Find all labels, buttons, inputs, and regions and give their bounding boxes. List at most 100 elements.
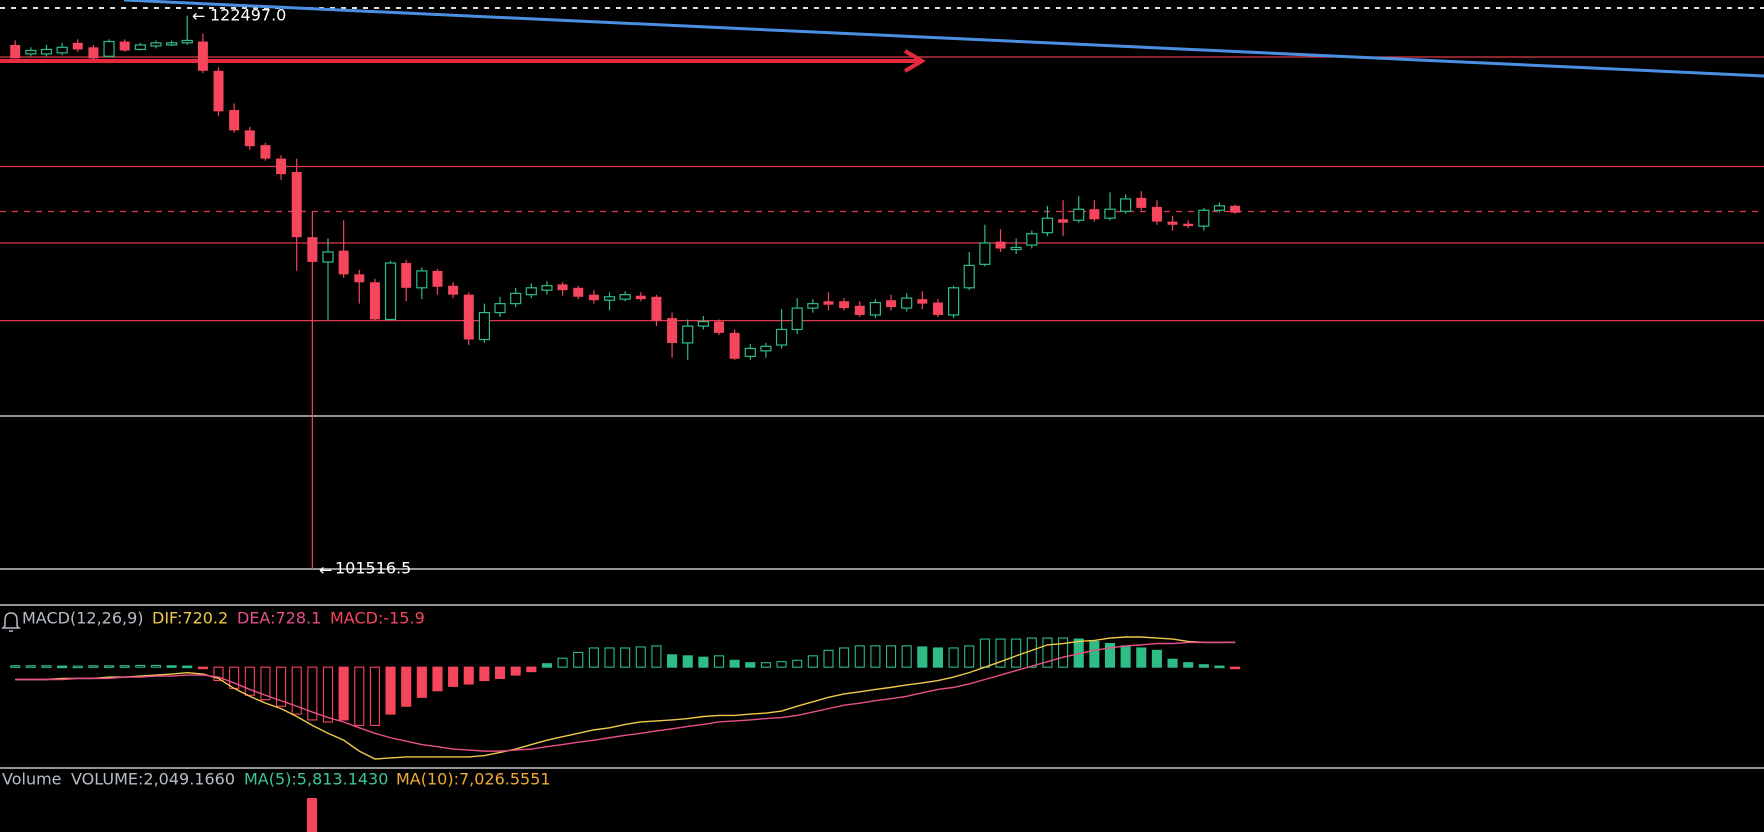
candle-body (307, 237, 318, 262)
macd-bar (1120, 645, 1131, 668)
candle-body (244, 130, 255, 147)
macd-bar (10, 665, 21, 668)
legend-macd: MACD:-15.9 (330, 609, 425, 628)
candle-body (603, 296, 616, 301)
macd-bar (885, 645, 897, 668)
candle-body (494, 303, 506, 314)
macd-bar (103, 665, 115, 668)
low-label: 101516.5 (335, 559, 411, 578)
macd-bar (88, 665, 99, 668)
legend-dif: DIF:720.2 (152, 609, 228, 628)
candle-body (541, 285, 553, 291)
macd-bar (166, 665, 177, 668)
macd-bar (1198, 664, 1209, 668)
macd-bar (901, 645, 912, 668)
volume-ma5: MA(5):5,813.1430 (244, 770, 388, 789)
candle-body (791, 307, 803, 331)
macd-bar (776, 661, 787, 668)
macd-bar (307, 666, 318, 721)
candle-body (1120, 198, 1132, 212)
candle-body (448, 285, 459, 295)
candle-body (384, 262, 397, 321)
macd-bar (964, 645, 975, 668)
candle-body (276, 158, 287, 175)
candle-body (947, 287, 960, 316)
candle-body (401, 263, 412, 288)
macd-bar (620, 647, 631, 668)
candle-body (463, 294, 474, 340)
candle-body (901, 297, 913, 309)
candle-body (588, 294, 599, 301)
candle-body (40, 48, 53, 55)
macd-bar (526, 666, 537, 673)
candle-body (134, 44, 146, 51)
macd-bar (182, 665, 193, 669)
macd-bar (401, 666, 412, 707)
volume-title: Volume (2, 770, 62, 789)
volume-ma10: MA(10):7,026.5551 (396, 770, 551, 789)
macd-bar (729, 659, 740, 668)
arrow-head (903, 49, 926, 73)
macd-bar (1214, 665, 1225, 669)
macd-bar (713, 655, 725, 668)
candle-body (557, 284, 568, 291)
candle-body (525, 287, 537, 296)
macd-bar (1089, 640, 1100, 668)
macd-bar (745, 662, 756, 668)
macd-bar (322, 666, 334, 723)
candle-body (1089, 209, 1100, 220)
candle-body (166, 42, 178, 46)
candle-body (886, 300, 897, 308)
candle-body (150, 42, 162, 47)
macd-bar (823, 649, 834, 668)
candle-body (995, 241, 1006, 249)
candle-body (88, 47, 99, 59)
candles (10, 15, 1241, 569)
candle-body (682, 325, 694, 344)
macd-bar (1011, 638, 1022, 668)
macd-bar (760, 662, 771, 668)
macd-bar (667, 654, 678, 668)
macd-bar (854, 645, 865, 668)
macd-bar (541, 663, 553, 668)
candle-body (181, 39, 193, 44)
volume-bar (307, 798, 317, 832)
candle-body (1104, 208, 1116, 219)
candle-body (322, 251, 334, 263)
macd-bar (651, 645, 662, 668)
macd-bar (25, 665, 36, 668)
macd-bar (338, 666, 349, 721)
candle-body (354, 274, 365, 283)
macd-bar (72, 665, 83, 669)
candle-body (635, 295, 646, 300)
candle-body (932, 302, 943, 315)
macd-bar (948, 647, 959, 668)
macd-bar (807, 655, 818, 668)
candle-body (432, 270, 443, 287)
candle-body (744, 347, 756, 357)
candle-body (667, 318, 678, 343)
arrow-icon: ← (319, 561, 332, 580)
candle-body (229, 110, 240, 131)
candle-body (869, 301, 882, 316)
candle-body (697, 320, 709, 327)
candle-body (10, 44, 21, 59)
candle-body (1073, 208, 1085, 221)
candle-body (839, 301, 850, 309)
macd-bar (1151, 649, 1162, 668)
macd-bar (557, 657, 568, 668)
candle-body (25, 49, 37, 55)
macd-bar (57, 665, 68, 669)
macd-bar (1104, 642, 1116, 668)
macd-bar (354, 666, 365, 726)
macd-bar (1230, 666, 1241, 670)
macd-bar (1183, 662, 1194, 668)
macd-bar (260, 666, 271, 701)
high-label: 122497.0 (210, 6, 286, 25)
macd-line (15, 636, 1236, 760)
macd-bar (839, 647, 850, 668)
bell-icon (1, 612, 21, 632)
candle-body (213, 70, 224, 112)
candle-body (510, 292, 522, 305)
